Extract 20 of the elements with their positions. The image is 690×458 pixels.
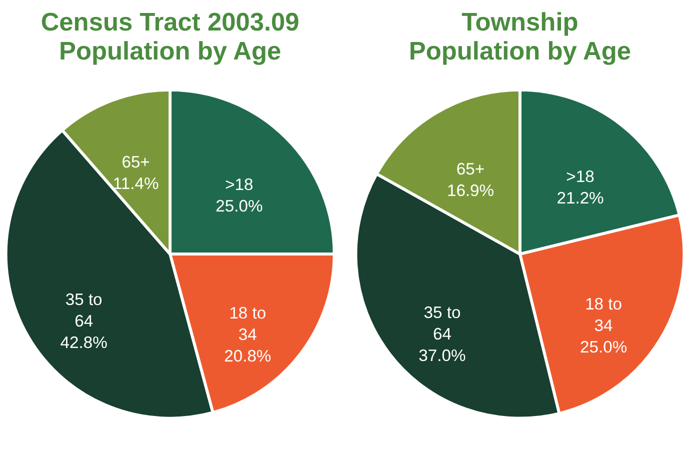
chart-subtitle: Population by Age [408,38,631,66]
chart-subtitle: Population by Age [59,38,282,66]
slice-label: 35 to 64 [65,290,102,330]
data-label: 21.2% [556,188,604,208]
slice-label: >18 [225,174,254,194]
slice-label: 18 to 34 [229,303,266,344]
chart-title: Township [462,8,578,36]
slice-label: >18 [566,167,594,186]
data-label: 42.8% [60,332,108,352]
slice-label: 18 to 34 [585,294,622,336]
data-label: 16.9% [446,181,494,200]
chart-title: Census Tract 2003.09 [40,8,300,36]
data-label: 37.0% [418,346,466,366]
slice-label: 65+ [456,160,485,179]
data-label: 11.4% [112,174,159,193]
data-label: 25.0% [216,196,263,216]
data-label: 20.8% [224,346,272,366]
data-label: 25.0% [580,338,628,357]
slice-label: 35 to 64 [424,303,461,344]
slice-label: 65+ [122,152,150,172]
